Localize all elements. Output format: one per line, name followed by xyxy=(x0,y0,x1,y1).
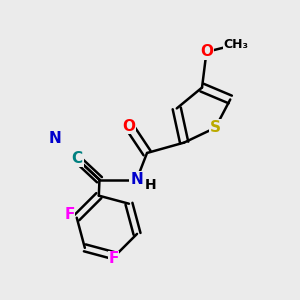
Text: H: H xyxy=(145,178,157,192)
Text: F: F xyxy=(64,207,74,222)
Text: N: N xyxy=(130,172,143,187)
Text: CH₃: CH₃ xyxy=(224,38,249,51)
Text: O: O xyxy=(123,119,136,134)
Text: O: O xyxy=(200,44,213,59)
Text: S: S xyxy=(210,120,221,135)
Text: N: N xyxy=(49,130,61,146)
Text: C: C xyxy=(72,152,83,166)
Text: F: F xyxy=(108,251,119,266)
